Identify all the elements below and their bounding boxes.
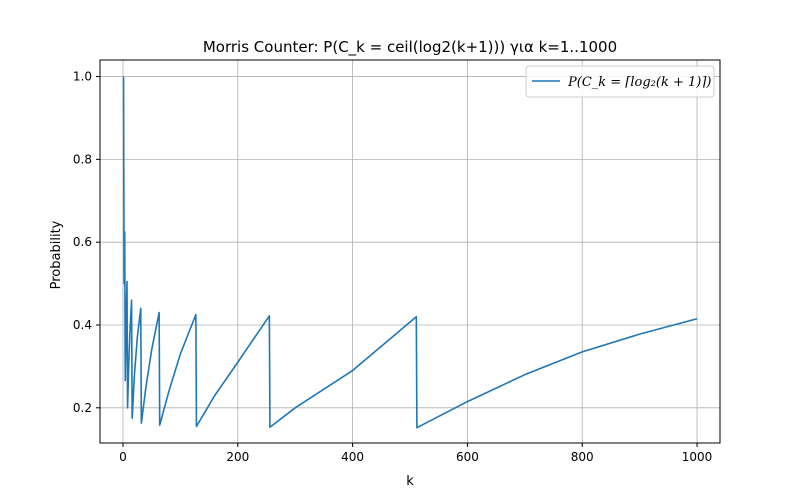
chart-title: Morris Counter: P(C_k = ceil(log2(k+1)))… [203,38,617,57]
y-axis: 0.2 0.4 0.6 0.8 1.0 [73,70,100,415]
x-tick-label: 600 [456,450,479,464]
x-tick-label: 400 [341,450,364,464]
plot-frame [99,59,721,444]
x-tick-label: 200 [226,450,249,464]
x-tick-label: 0 [119,450,127,464]
x-axis: 0 200 400 600 800 1000 [119,443,712,464]
y-tick-label: 1.0 [73,70,92,84]
x-tick-label: 800 [571,450,594,464]
y-tick-label: 0.6 [73,235,92,249]
x-axis-label: k [406,474,414,489]
legend-label: P(C_k = ⌈log₂(k + 1)⌉) [567,75,711,90]
y-tick-label: 0.2 [73,401,92,415]
x-tick-label: 1000 [682,450,713,464]
y-axis-label: Probability [49,220,64,289]
legend-box [525,65,715,98]
series-line [122,76,698,429]
y-tick-label: 0.4 [73,318,92,332]
legend: P(C_k = ⌈log₂(k + 1)⌉) [525,65,715,98]
y-tick-label: 0.8 [73,152,92,166]
grid [100,60,720,443]
